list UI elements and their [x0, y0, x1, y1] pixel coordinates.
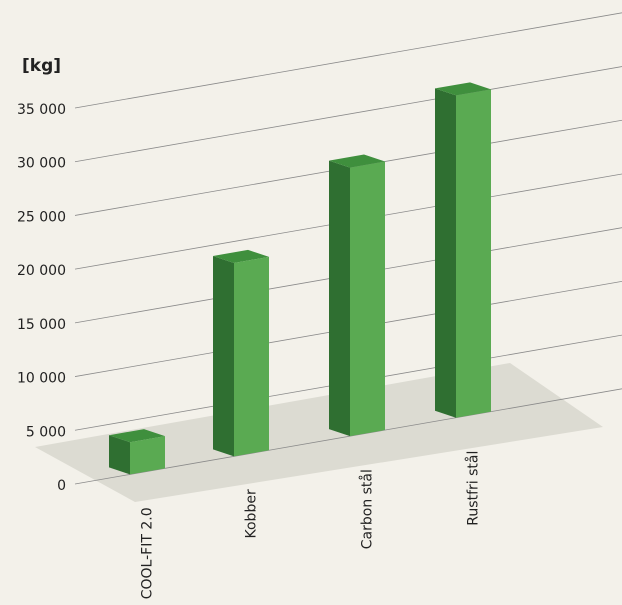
y-tick-label: 30 000: [17, 156, 66, 172]
bar: [109, 429, 165, 475]
bar-top: [213, 249, 269, 263]
grid-line: [74, 388, 622, 485]
y-tick-label: 20 000: [17, 263, 66, 279]
bar-top: [109, 429, 165, 443]
bar-front: [234, 256, 269, 457]
y-tick-label: 25 000: [17, 209, 66, 225]
y-tick-label: 0: [57, 478, 66, 494]
bar-side: [213, 255, 234, 457]
bar: [435, 82, 491, 418]
bar-top: [435, 82, 491, 96]
x-tick-label: Kobber: [244, 489, 260, 538]
x-tick-label: Rustfri stål: [465, 451, 482, 526]
y-tick-label: 15 000: [17, 317, 66, 333]
bar-front: [350, 161, 385, 437]
bar-front: [456, 89, 491, 418]
bar-side: [109, 435, 130, 475]
grid-line: [74, 66, 622, 163]
bar: [213, 249, 269, 457]
y-tick-label: 35 000: [17, 102, 66, 118]
x-tick-label: Carbon stål: [359, 469, 376, 549]
grid-line: [74, 12, 622, 109]
bar-front: [130, 436, 165, 475]
y-tick-label: 10 000: [17, 371, 66, 387]
bar-top: [329, 154, 385, 168]
y-axis-label: [kg]: [22, 56, 61, 76]
x-tick-label: COOL-FIT 2.0: [140, 507, 156, 599]
bar-side: [435, 88, 456, 418]
y-tick-label: 5 000: [26, 424, 66, 440]
bar: [329, 154, 385, 437]
bar-side: [329, 160, 350, 437]
